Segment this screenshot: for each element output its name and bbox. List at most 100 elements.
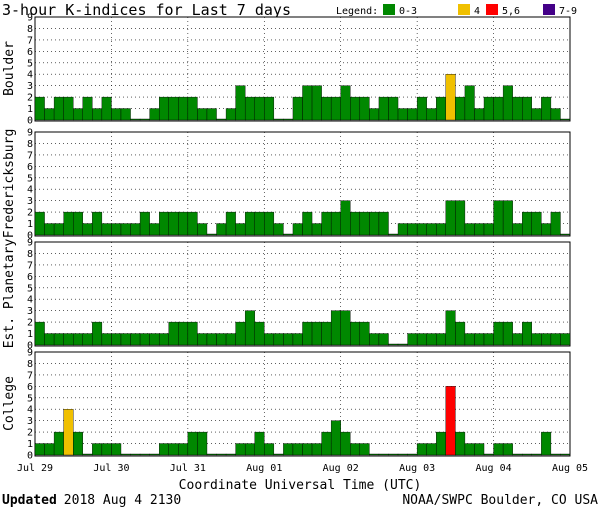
bar (73, 333, 83, 346)
credit-text: NOAA/SWPC Boulder, CO USA (402, 493, 598, 508)
bar (330, 211, 341, 236)
bar (292, 96, 303, 121)
bar (130, 118, 141, 121)
bar (502, 200, 513, 236)
bar (340, 431, 351, 456)
bar (187, 96, 198, 121)
bar (130, 453, 141, 456)
bar (388, 96, 399, 121)
bar (225, 453, 236, 456)
bar (436, 96, 447, 121)
bar (311, 85, 322, 121)
legend-swatch-0 (383, 4, 395, 15)
bar (397, 108, 408, 121)
x-tick-label: Jul 31 (170, 463, 206, 474)
bar (426, 108, 437, 121)
bar (359, 321, 370, 346)
bar (244, 211, 255, 236)
y-tick-label: 8 (27, 359, 33, 370)
bar (73, 108, 83, 121)
bar (464, 333, 475, 346)
bar (34, 211, 45, 236)
bar (302, 85, 313, 121)
bar (149, 108, 160, 121)
station-label: Boulder (2, 41, 17, 96)
bar (426, 333, 437, 346)
bar (455, 96, 466, 121)
panels: 0123456789Boulder0123456789Fredericksbur… (2, 13, 571, 462)
bar (550, 333, 561, 346)
bar (512, 223, 523, 236)
bar (321, 211, 332, 236)
bar (225, 211, 236, 236)
updated-footer: Updated 2018 Aug 4 2130 (2, 493, 181, 508)
bar (158, 333, 169, 346)
y-tick-label: 4 (27, 70, 33, 81)
bar (254, 96, 265, 121)
bar (512, 453, 523, 456)
bar (369, 453, 380, 456)
bar (388, 343, 399, 346)
bar (474, 443, 485, 456)
updated-value: 2018 Aug 4 2130 (64, 493, 181, 508)
bar (483, 453, 494, 456)
bar (53, 96, 64, 121)
bar (350, 321, 361, 346)
legend-label-2: 5,6 (502, 6, 520, 17)
bar (416, 96, 427, 121)
bar (541, 333, 552, 346)
bar (445, 386, 456, 456)
bar (550, 211, 561, 236)
bar (158, 443, 169, 456)
bar (483, 333, 494, 346)
bar (445, 74, 456, 121)
bar (531, 108, 542, 121)
x-axis-label: Coordinate Universal Time (UTC) (179, 478, 422, 493)
x-tick-label: Aug 04 (476, 463, 512, 474)
legend-swatch-1 (458, 4, 470, 15)
bar (130, 223, 141, 236)
x-tick-label: Aug 03 (399, 463, 435, 474)
bar (541, 431, 552, 456)
bar (264, 443, 275, 456)
bar (168, 211, 179, 236)
bar (139, 118, 150, 121)
bar (264, 96, 275, 121)
bar (493, 200, 504, 236)
bar (378, 333, 389, 346)
chart-title: 3-hour K-indices for Last 7 days (2, 1, 291, 19)
station-label: Est. Planetary (2, 239, 17, 349)
bar (63, 211, 74, 236)
bar (178, 443, 189, 456)
bar (63, 333, 74, 346)
y-tick-label: 2 (27, 208, 33, 219)
y-tick-label: 4 (27, 185, 33, 196)
bar (63, 96, 74, 121)
bar (92, 108, 103, 121)
bar (82, 223, 93, 236)
bar (302, 211, 313, 236)
bar (120, 108, 131, 121)
bar (197, 223, 208, 236)
bar (197, 431, 208, 456)
bar (550, 453, 561, 456)
bar (493, 443, 504, 456)
y-tick-label: 3 (27, 196, 33, 207)
bar (493, 321, 504, 346)
y-tick-label: 3 (27, 306, 33, 317)
bar (350, 96, 361, 121)
y-tick-label: 5 (27, 173, 33, 184)
bar (436, 431, 447, 456)
bar (73, 431, 83, 456)
bar (149, 333, 160, 346)
bar (292, 333, 303, 346)
bar (359, 96, 370, 121)
bar (512, 96, 523, 121)
bar (82, 333, 93, 346)
bar (311, 443, 322, 456)
station-label: Fredericksburg (2, 129, 17, 239)
y-tick-label: 8 (27, 139, 33, 150)
bar (111, 223, 122, 236)
bar (311, 223, 322, 236)
bar (244, 310, 255, 346)
